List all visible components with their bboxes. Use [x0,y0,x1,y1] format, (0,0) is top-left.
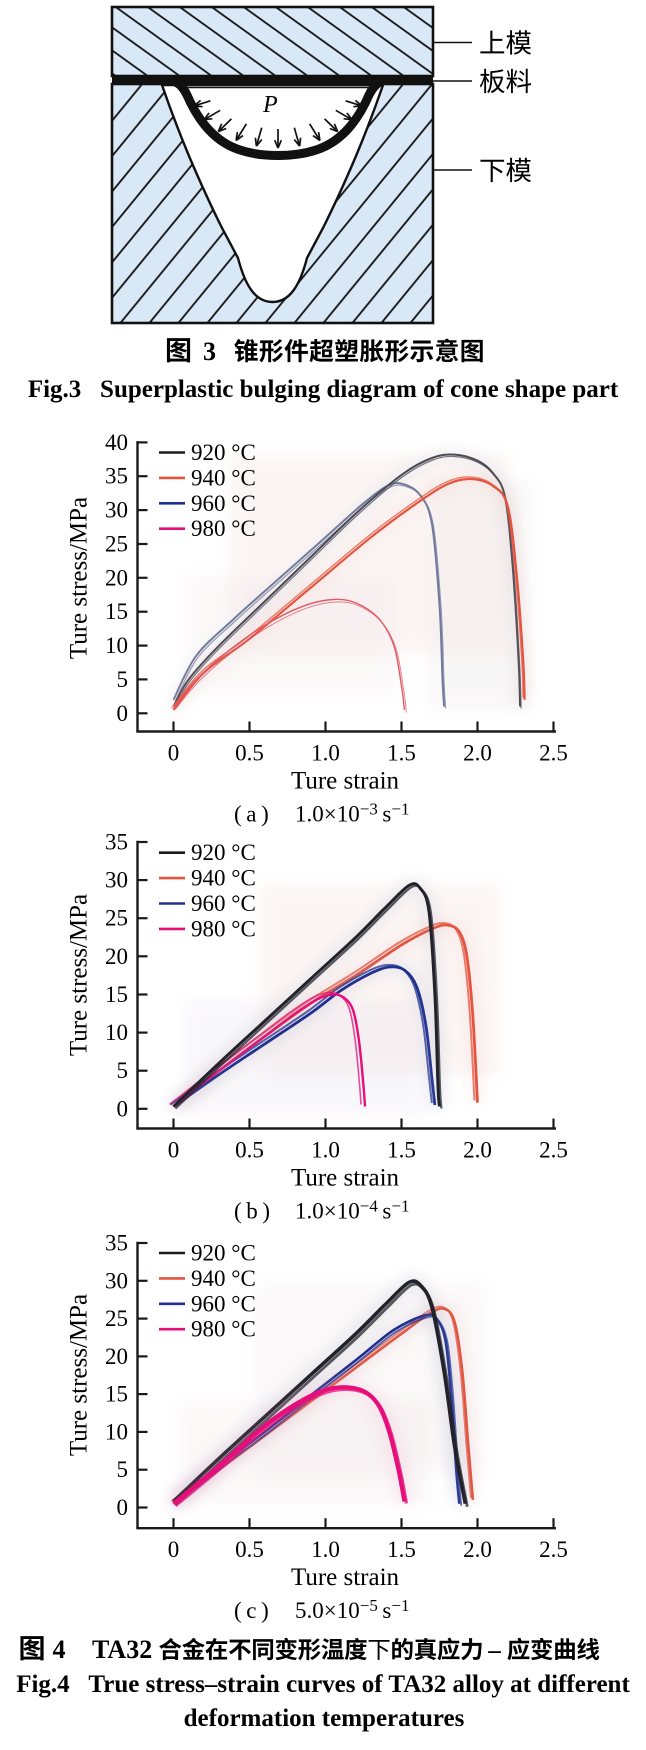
svg-text:Ture strain: Ture strain [291,768,400,795]
svg-text:TA32: TA32 [92,1635,152,1664]
svg-text:920 °C: 920 °C [191,440,256,465]
svg-text:2.0: 2.0 [463,1537,492,1562]
svg-text:Fig.4 True stress–strain cur: Fig.4 True stress–strain curves of TA32 … [16,1671,630,1698]
svg-text:1.0×10−3 s−1: 1.0×10−3 s−1 [295,800,409,827]
svg-text:30: 30 [105,1268,128,1293]
svg-text:1.5: 1.5 [387,1138,416,1163]
svg-text:0: 0 [168,741,180,766]
svg-text:920 °C: 920 °C [191,840,256,865]
svg-text:( b ): ( b ) [234,1199,270,1224]
svg-text:30: 30 [105,868,128,893]
svg-text:15: 15 [105,1382,128,1407]
svg-text:980 °C: 980 °C [191,1317,256,1342]
svg-text:960 °C: 960 °C [191,1291,256,1316]
svg-text:1.0×10−4 s−1: 1.0×10−4 s−1 [295,1197,409,1224]
svg-text:2.5: 2.5 [539,1537,568,1562]
svg-text:Ture strain: Ture strain [291,1564,400,1591]
svg-text:30: 30 [105,498,128,523]
svg-text:1.5: 1.5 [387,1537,416,1562]
svg-text:2.0: 2.0 [463,741,492,766]
svg-text:1.0: 1.0 [311,741,340,766]
svg-text:0: 0 [117,1096,129,1121]
svg-text:980 °C: 980 °C [191,916,256,941]
svg-text:25: 25 [105,1306,128,1331]
svg-text:Ture strain: Ture strain [291,1165,400,1192]
svg-text:940 °C: 940 °C [191,1266,256,1291]
svg-text:960 °C: 960 °C [191,491,256,516]
svg-text:Ture stress/MPa: Ture stress/MPa [66,894,93,1056]
svg-text:5: 5 [117,1457,129,1482]
svg-text:5: 5 [117,667,129,692]
svg-text:4: 4 [53,1635,66,1664]
svg-text:Fig.3 Superplastic bulging d: Fig.3 Superplastic bulging diagram of co… [28,376,619,403]
svg-text:5.0×10−5 s−1: 5.0×10−5 s−1 [295,1596,409,1623]
svg-text:10: 10 [105,1419,128,1444]
svg-text:5: 5 [117,1058,129,1083]
svg-text:960 °C: 960 °C [191,891,256,916]
svg-text:1.0: 1.0 [311,1537,340,1562]
svg-text:25: 25 [105,532,128,557]
svg-text:( a ): ( a ) [234,802,269,827]
svg-text:1.0: 1.0 [311,1138,340,1163]
svg-text:35: 35 [105,830,128,855]
svg-text:20: 20 [105,944,128,969]
svg-text:25: 25 [105,906,128,931]
svg-text:2.5: 2.5 [539,741,568,766]
svg-text:Ture stress/MPa: Ture stress/MPa [66,1294,93,1456]
svg-text:980 °C: 980 °C [191,516,256,541]
svg-text:–: – [487,1637,501,1664]
svg-text:35: 35 [105,464,128,489]
svg-text:20: 20 [105,1344,128,1369]
svg-text:0.5: 0.5 [235,1537,264,1562]
svg-text:deformation temperatures: deformation temperatures [184,1705,465,1732]
svg-text:0: 0 [168,1138,180,1163]
svg-text:940 °C: 940 °C [191,866,256,891]
svg-text:Ture stress/MPa: Ture stress/MPa [66,497,93,659]
svg-text:1.5: 1.5 [387,741,416,766]
svg-text:0: 0 [117,1495,129,1520]
svg-text:0.5: 0.5 [235,741,264,766]
svg-text:2.5: 2.5 [539,1138,568,1163]
svg-text:0: 0 [168,1537,180,1562]
svg-text:0.5: 0.5 [235,1138,264,1163]
svg-text:10: 10 [105,633,128,658]
svg-text:( c ): ( c ) [234,1598,269,1623]
svg-text:10: 10 [105,1020,128,1045]
svg-text:920 °C: 920 °C [191,1241,256,1266]
svg-text:15: 15 [105,982,128,1007]
svg-text:P: P [262,92,278,118]
svg-text:2.0: 2.0 [463,1138,492,1163]
svg-text:940 °C: 940 °C [191,465,256,490]
svg-text:3: 3 [203,337,216,366]
svg-text:20: 20 [105,565,128,590]
svg-text:15: 15 [105,599,128,624]
svg-text:40: 40 [105,430,128,455]
svg-text:0: 0 [117,701,129,726]
svg-text:35: 35 [105,1231,128,1256]
